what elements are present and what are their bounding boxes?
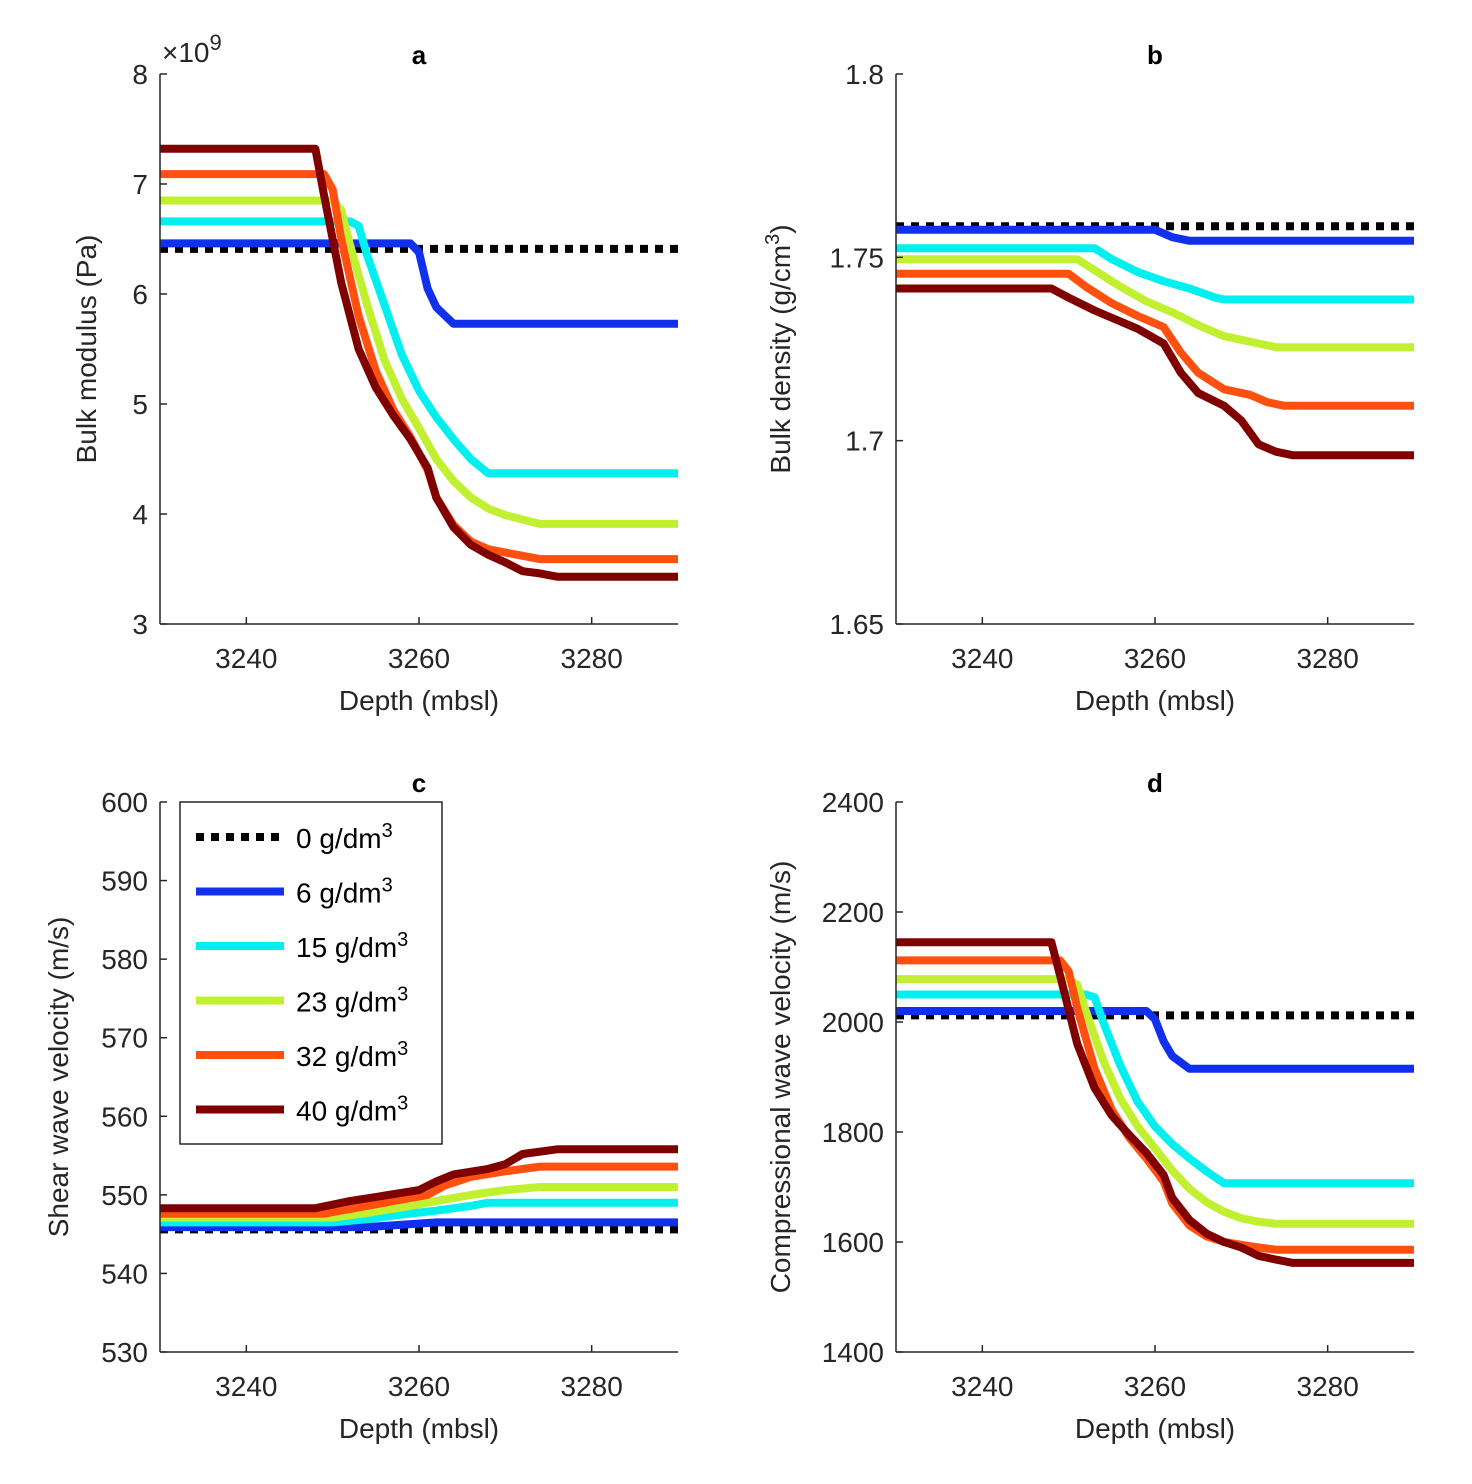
series-line-1	[160, 1218, 678, 1232]
x-tick-label: 3280	[561, 643, 623, 674]
y-tick-label: 1.65	[830, 609, 885, 640]
y-tick-label: 5	[132, 389, 148, 420]
y-axis-label: Bulk modulus (Pa)	[71, 235, 102, 464]
panel-title: d	[1147, 768, 1163, 798]
legend-label: 23 g/dm3	[296, 984, 408, 1018]
legend-label: 40 g/dm3	[296, 1093, 408, 1127]
panel-title: c	[412, 768, 426, 798]
y-axis-label: Shear wave velocity (m/s)	[43, 917, 74, 1238]
y-tick-label: 530	[101, 1337, 148, 1368]
y-tick-label: 600	[101, 787, 148, 818]
x-tick-label: 3260	[1124, 643, 1186, 674]
series-line-1	[896, 225, 1414, 245]
series-line-4	[160, 1162, 678, 1218]
y-tick-label: 1600	[822, 1227, 884, 1258]
series-group	[896, 222, 1414, 460]
y-tick-label: 1800	[822, 1117, 884, 1148]
y-axis-label: Compressional wave velocity (m/s)	[765, 861, 796, 1294]
y-tick-label: 560	[101, 1101, 148, 1132]
series-line-2	[160, 1198, 678, 1227]
series-line-3	[160, 1183, 678, 1222]
series-line-4	[896, 956, 1414, 1254]
panel-a: 3240 3260 3280 3 4 5 6 7 8 a Depth (mbsl) Bulk modu…	[71, 30, 678, 716]
y-tick-label: 1.75	[830, 242, 885, 273]
series-line-2	[896, 990, 1414, 1188]
y-tick-label: 550	[101, 1180, 148, 1211]
series-line-2	[896, 244, 1414, 304]
y-multiplier-label: ×109	[162, 30, 222, 69]
y-axis-label: Bulk density (g/cm3)	[762, 224, 796, 473]
panel-c: 3240 3260 3280 530 540 550 560 570 580 590 600 c Dep…	[43, 768, 678, 1444]
x-axis-label: Depth (mbsl)	[1075, 685, 1235, 716]
series-group	[160, 144, 678, 581]
y-tick-label: 590	[101, 866, 148, 897]
series-line-3	[896, 255, 1414, 352]
x-tick-label: 3280	[1297, 643, 1359, 674]
series-line-4	[160, 170, 678, 564]
legend-label: 32 g/dm3	[296, 1038, 408, 1072]
x-tick-label: 3260	[388, 1371, 450, 1402]
series-group	[896, 938, 1414, 1267]
y-tick-label: 2400	[822, 787, 884, 818]
panel-b: 3240 3260 3280 1.65 1.7 1.75 1.8 b Depth (mbsl) B…	[762, 40, 1414, 716]
x-axis-label: Depth (mbsl)	[1075, 1413, 1235, 1444]
series-line-3	[160, 196, 678, 528]
x-tick-label: 3240	[951, 643, 1013, 674]
series-line-4	[896, 269, 1414, 410]
x-tick-label: 3260	[1124, 1371, 1186, 1402]
y-tick-label: 580	[101, 944, 148, 975]
y-tick-label: 2200	[822, 897, 884, 928]
series-line-5	[896, 938, 1414, 1267]
y-tick-label: 1.8	[845, 59, 884, 90]
y-tick-label: 540	[101, 1258, 148, 1289]
series-line-2	[160, 217, 678, 478]
y-tick-label: 1.7	[845, 426, 884, 457]
legend-box	[179, 801, 443, 1145]
legend-label: 15 g/dm3	[296, 929, 408, 963]
y-tick-label: 1400	[822, 1337, 884, 1368]
x-tick-label: 3280	[1297, 1371, 1359, 1402]
panel-d: 3240 3260 3280 1400 1600 1800 2000 2200 2400 d Dep…	[765, 768, 1414, 1444]
y-tick-label: 6	[132, 279, 148, 310]
y-tick-label: 570	[101, 1023, 148, 1054]
y-tick-label: 3	[132, 609, 148, 640]
x-tick-label: 3280	[561, 1371, 623, 1402]
y-tick-label: 2000	[822, 1007, 884, 1038]
x-tick-label: 3240	[215, 643, 277, 674]
x-tick-label: 3260	[388, 643, 450, 674]
series-line-1	[160, 239, 678, 328]
series-line-5	[160, 1145, 678, 1213]
x-axis-label: Depth (mbsl)	[339, 1413, 499, 1444]
series-line-5	[160, 144, 678, 581]
legend-label: 6 g/dm3	[296, 875, 393, 909]
x-tick-label: 3240	[215, 1371, 277, 1402]
x-axis-label: Depth (mbsl)	[339, 685, 499, 716]
series-line-5	[896, 284, 1414, 460]
series-group	[160, 1145, 678, 1234]
panel-title: b	[1147, 40, 1163, 70]
panel-title: a	[412, 40, 427, 70]
legend-label: 0 g/dm3	[296, 820, 393, 854]
series-line-1	[896, 1007, 1414, 1073]
legend: 0 g/dm3 6 g/dm3 15 g/dm3 23 g/dm3 32 g/dm3 40…	[179, 801, 443, 1145]
y-tick-label: 4	[132, 499, 148, 530]
x-tick-label: 3240	[951, 1371, 1013, 1402]
y-tick-label: 8	[132, 59, 148, 90]
series-line-3	[896, 975, 1414, 1228]
y-tick-label: 7	[132, 169, 148, 200]
